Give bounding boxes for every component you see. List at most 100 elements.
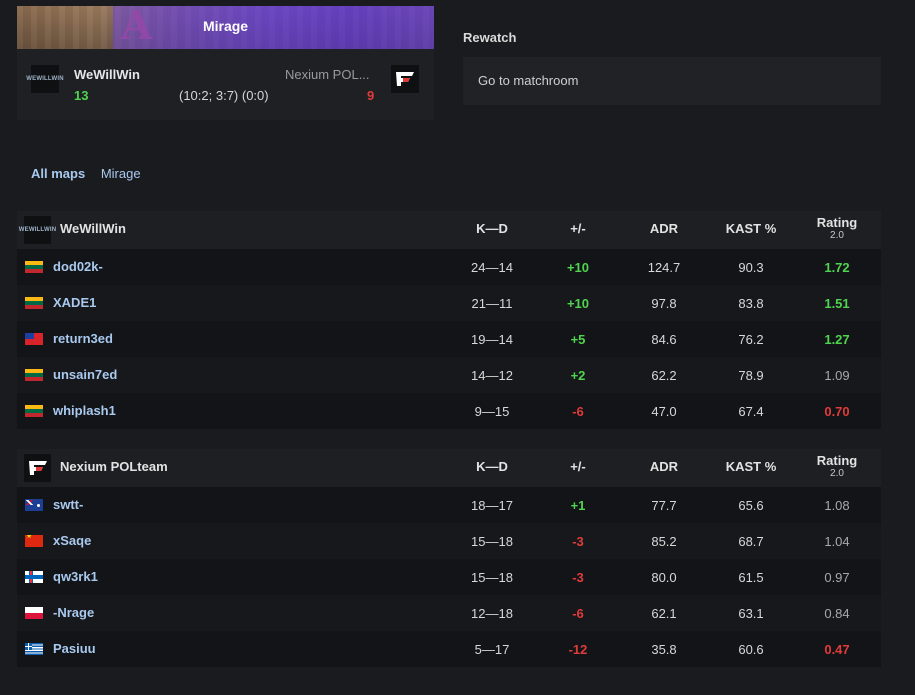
map-card[interactable]: A Mirage WEWILLWIN WeWillWin 13 (10:2; 3… <box>17 6 434 120</box>
player-name-link[interactable]: qw3rk1 <box>53 569 98 584</box>
player-row: qw3rk1 15—18 -3 80.0 61.5 0.97 <box>17 559 881 595</box>
faroe-islands-flag <box>25 571 43 583</box>
player-rating: 1.04 <box>824 534 850 549</box>
rewatch-heading: Rewatch <box>463 30 517 45</box>
player-row: swtt- 18—17 +1 77.7 65.6 1.08 <box>17 487 881 523</box>
player-rating: 0.47 <box>824 642 850 657</box>
map-tabs: All maps Mirage <box>31 166 141 181</box>
greece-flag <box>25 643 43 655</box>
player-rating: 1.27 <box>824 332 850 347</box>
player-plus-minus: +1 <box>570 498 586 513</box>
player-rating: 1.51 <box>824 296 850 311</box>
player-row: Pasiuu 5—17 -12 35.8 60.6 0.47 <box>17 631 881 667</box>
player-plus-minus: -12 <box>568 642 588 657</box>
player-rating: 1.72 <box>824 260 850 275</box>
go-to-matchroom-button[interactable]: Go to matchroom <box>463 57 881 105</box>
player-kast: 65.6 <box>738 498 764 513</box>
team1-score: 13 <box>74 88 89 103</box>
nexium-logo-icon <box>396 72 414 86</box>
player-rating: 0.84 <box>824 606 850 621</box>
col-kd: K—D <box>476 221 508 236</box>
col-plus-minus: +/- <box>570 459 586 474</box>
poland-flag <box>25 607 43 619</box>
player-plus-minus: -6 <box>572 404 584 419</box>
player-adr: 97.8 <box>651 296 677 311</box>
col-adr: ADR <box>649 221 679 236</box>
team1-table-name[interactable]: WeWillWin <box>60 221 126 236</box>
team2-stats-table: Nexium POLteam K—D +/- ADR KAST % Rating… <box>17 449 881 667</box>
player-adr: 80.0 <box>651 570 677 585</box>
player-kast: 61.5 <box>738 570 764 585</box>
col-rating: Rating 2.0 <box>816 453 858 480</box>
player-adr: 124.7 <box>647 260 681 275</box>
player-plus-minus: -3 <box>572 570 584 585</box>
player-row: return3ed 19—14 +5 84.6 76.2 1.27 <box>17 321 881 357</box>
team2-logo <box>391 65 419 93</box>
tab-mirage[interactable]: Mirage <box>100 166 141 181</box>
player-kast: 90.3 <box>738 260 764 275</box>
lithuania-flag <box>25 405 43 417</box>
player-row: XADE1 21—11 +10 97.8 83.8 1.51 <box>17 285 881 321</box>
player-plus-minus: +5 <box>570 332 586 347</box>
china-flag <box>25 535 43 547</box>
player-row: -Nrage 12—18 -6 62.1 63.1 0.84 <box>17 595 881 631</box>
player-kd: 18—17 <box>471 498 513 513</box>
team1-rows: dod02k- 24—14 +10 124.7 90.3 1.72 XADE1 21—11 +1… <box>17 249 881 429</box>
player-name-link[interactable]: return3ed <box>53 331 113 346</box>
map-banner: A Mirage <box>17 6 434 49</box>
team1-table-logo: WEWILLWIN <box>19 216 56 244</box>
player-name-link[interactable]: xSaqe <box>53 533 92 548</box>
player-adr: 84.6 <box>651 332 677 347</box>
player-kd: 15—18 <box>471 534 513 549</box>
player-name-link[interactable]: whiplash1 <box>53 403 116 418</box>
col-kd: K—D <box>476 459 508 474</box>
col-kast: KAST % <box>725 459 777 474</box>
player-kast: 78.9 <box>738 368 764 383</box>
player-kd: 15—18 <box>471 570 513 585</box>
player-kd: 9—15 <box>474 404 510 419</box>
player-name-link[interactable]: Pasiuu <box>53 641 96 656</box>
player-kast: 76.2 <box>738 332 764 347</box>
lithuania-flag <box>25 297 43 309</box>
player-plus-minus: +10 <box>566 296 590 311</box>
player-kd: 5—17 <box>474 642 510 657</box>
player-kast: 63.1 <box>738 606 764 621</box>
player-plus-minus: +2 <box>570 368 586 383</box>
player-adr: 62.2 <box>651 368 677 383</box>
player-kast: 83.8 <box>738 296 764 311</box>
player-row: unsain7ed 14—12 +2 62.2 78.9 1.09 <box>17 357 881 393</box>
tab-all-maps[interactable]: All maps <box>31 166 86 181</box>
player-name-link[interactable]: swtt- <box>53 497 84 512</box>
player-kd: 12—18 <box>471 606 513 621</box>
table-header: WEWILLWIN WeWillWin K—D +/- ADR KAST % R… <box>17 211 881 249</box>
player-row: dod02k- 24—14 +10 124.7 90.3 1.72 <box>17 249 881 285</box>
player-name-link[interactable]: unsain7ed <box>53 367 118 382</box>
player-rating: 1.09 <box>824 368 850 383</box>
player-row: whiplash1 9—15 -6 47.0 67.4 0.70 <box>17 393 881 429</box>
player-plus-minus: -3 <box>572 534 584 549</box>
player-kd: 19—14 <box>471 332 513 347</box>
team2-table-name[interactable]: Nexium POLteam <box>60 459 168 474</box>
australia-flag <box>25 499 43 511</box>
col-rating: Rating 2.0 <box>816 215 858 242</box>
player-kd: 14—12 <box>471 368 513 383</box>
player-kast: 68.7 <box>738 534 764 549</box>
player-name-link[interactable]: -Nrage <box>53 605 95 620</box>
team2-score: 9 <box>367 88 375 103</box>
taiwan-flag <box>25 333 43 345</box>
player-name-link[interactable]: dod02k- <box>53 259 103 274</box>
player-kd: 24—14 <box>471 260 513 275</box>
player-adr: 35.8 <box>651 642 677 657</box>
player-plus-minus: +10 <box>566 260 590 275</box>
team1-name: WeWillWin <box>74 67 140 82</box>
team2-table-logo <box>24 454 51 482</box>
team2-rows: swtt- 18—17 +1 77.7 65.6 1.08 xSaqe 15—18 -3 85.2… <box>17 487 881 667</box>
team1-stats-table: WEWILLWIN WeWillWin K—D +/- ADR KAST % R… <box>17 211 881 429</box>
team1-logo: WEWILLWIN <box>26 65 64 93</box>
player-name-link[interactable]: XADE1 <box>53 295 97 310</box>
lithuania-flag <box>25 261 43 273</box>
team2-name: Nexium POL... <box>285 67 370 82</box>
player-rating: 0.70 <box>824 404 850 419</box>
map-name: Mirage <box>202 18 249 34</box>
